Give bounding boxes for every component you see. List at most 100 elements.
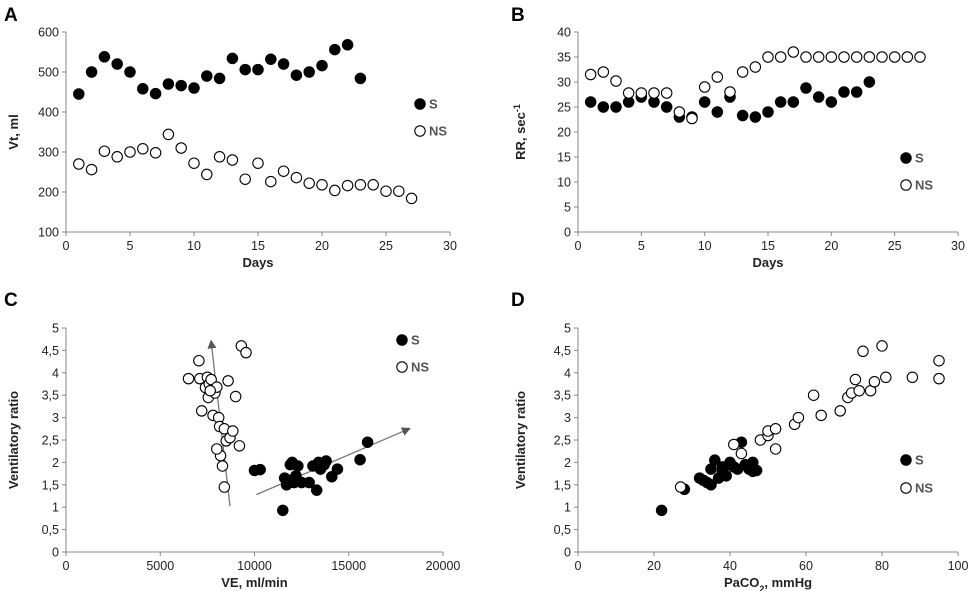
data-point <box>201 70 213 82</box>
data-point <box>290 69 303 81</box>
data-point <box>252 63 264 76</box>
data-point <box>85 163 98 176</box>
y-tick-label: 35 <box>557 51 571 65</box>
data-point <box>229 390 242 403</box>
data-point <box>326 470 338 483</box>
data-point <box>597 101 610 113</box>
y-tick-label: 5 <box>52 322 59 336</box>
data-point <box>222 375 234 387</box>
y-tick-label: 4 <box>52 366 59 380</box>
y-tick-label: 2,5 <box>554 434 571 448</box>
legend-label-s: S <box>915 151 924 166</box>
x-tick-label: 15 <box>251 239 265 253</box>
data-point <box>205 373 217 386</box>
y-tick-label: 2 <box>564 456 571 470</box>
y-axis-label: Ventilatory ratio <box>6 391 21 489</box>
y-tick-label: 0,5 <box>42 523 59 537</box>
data-point <box>698 81 711 93</box>
data-point <box>277 58 290 70</box>
data-point <box>303 177 315 189</box>
panel-a: A 100 200 300 400 500 600 0 5 10 15 20 25 30 Days Vt, m… <box>4 5 457 270</box>
data-point <box>660 87 673 99</box>
panel-b: B 0 5 10 15 20 25 30 35 40 0 5 10 15 20 25 30 Days RR, sec… <box>511 5 965 270</box>
data-point <box>762 106 774 118</box>
data-point <box>252 157 264 169</box>
data-point <box>341 39 354 51</box>
y-tick-label: 0,5 <box>554 523 571 537</box>
series-s <box>248 436 374 517</box>
x-tick-label: 30 <box>951 239 965 253</box>
data-point <box>227 425 239 437</box>
panel-label: B <box>511 5 525 26</box>
data-point <box>201 168 213 181</box>
y-tick-label: 400 <box>38 106 59 120</box>
data-point <box>316 179 328 191</box>
data-point <box>240 346 252 359</box>
data-point <box>277 504 289 517</box>
data-point <box>622 87 635 99</box>
data-point <box>711 106 724 118</box>
x-tick-label: 0 <box>63 239 70 253</box>
data-point <box>749 111 762 123</box>
legend-marker-s <box>900 152 912 164</box>
data-point <box>769 423 782 435</box>
y-tick-label: 500 <box>38 66 59 80</box>
x-tick-label: 20 <box>315 239 329 253</box>
data-point <box>265 175 277 188</box>
data-point <box>850 51 863 63</box>
data-point <box>354 453 366 466</box>
legend-marker-ns <box>900 482 912 494</box>
x-tick-label: 5 <box>127 239 134 253</box>
legend-label-ns: NS <box>915 178 933 193</box>
x-tick-label: 60 <box>799 559 813 573</box>
data-point <box>876 340 888 352</box>
data-point <box>354 72 367 85</box>
data-point <box>292 460 304 472</box>
data-point <box>863 51 876 63</box>
data-point <box>610 75 622 87</box>
series-ns <box>674 340 945 493</box>
y-tick-label: 300 <box>38 146 59 160</box>
y-tick-label: 1,5 <box>554 478 571 492</box>
data-point <box>213 72 226 85</box>
legend-marker-ns <box>396 361 408 373</box>
x-axis-label: Days <box>242 255 273 270</box>
data-point <box>888 51 901 63</box>
data-point <box>354 179 367 191</box>
y-tick-label: 600 <box>38 26 59 40</box>
x-tick-label: 25 <box>888 239 902 253</box>
legend-label-ns: NS <box>411 360 429 375</box>
series-s <box>73 39 367 100</box>
legend-marker-s <box>396 334 408 346</box>
trend-arrow-s <box>256 427 411 496</box>
y-axis-label: Vt, ml <box>6 114 21 149</box>
x-tick-label: 20 <box>824 239 838 253</box>
data-point <box>750 464 763 477</box>
x-tick-label: 40 <box>723 559 737 573</box>
y-tick-label: 4 <box>564 366 571 380</box>
x-axis-label: PaCO2, mmHg <box>724 575 812 591</box>
data-point <box>405 192 418 205</box>
data-point <box>188 82 200 94</box>
y-tick-label: 200 <box>38 186 59 200</box>
x-tick-label: 10 <box>698 239 712 253</box>
y-tick-label: 0 <box>564 226 571 240</box>
data-point <box>310 484 323 496</box>
x-tick-label: 5 <box>638 239 645 253</box>
data-point <box>218 481 231 493</box>
data-point <box>736 66 749 78</box>
y-tick-label: 3 <box>564 411 571 425</box>
x-tick-label: 15000 <box>331 559 366 573</box>
panel-c: C 0 0,5 1 1,5 2 2,5 3 3,5 4 4,5 5 0 5000 10000 15000 200… <box>4 290 460 590</box>
data-point <box>807 389 820 401</box>
data-point <box>674 481 687 493</box>
legend-label-s: S <box>915 453 924 468</box>
y-tick-label: 3,5 <box>42 389 59 403</box>
y-tick-label: 5 <box>564 322 571 336</box>
y-axis-label-superscript: -1 <box>512 104 522 112</box>
data-point <box>853 384 865 397</box>
x-tick-label: 0 <box>63 559 70 573</box>
data-point <box>815 409 827 422</box>
data-point <box>85 66 98 78</box>
data-point <box>711 71 724 83</box>
